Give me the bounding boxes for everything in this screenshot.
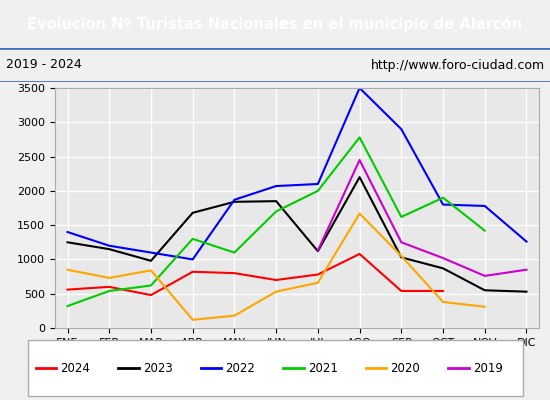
Text: 2021: 2021 <box>308 362 338 374</box>
Text: 2023: 2023 <box>143 362 173 374</box>
Text: 2024: 2024 <box>60 362 90 374</box>
Text: 2020: 2020 <box>390 362 420 374</box>
Text: 2019: 2019 <box>473 362 503 374</box>
FancyBboxPatch shape <box>28 340 522 396</box>
Text: 2022: 2022 <box>226 362 255 374</box>
Text: Evolucion Nº Turistas Nacionales en el municipio de Alarcón: Evolucion Nº Turistas Nacionales en el m… <box>28 16 522 32</box>
Text: 2019 - 2024: 2019 - 2024 <box>6 58 81 72</box>
Text: http://www.foro-ciudad.com: http://www.foro-ciudad.com <box>370 58 544 72</box>
